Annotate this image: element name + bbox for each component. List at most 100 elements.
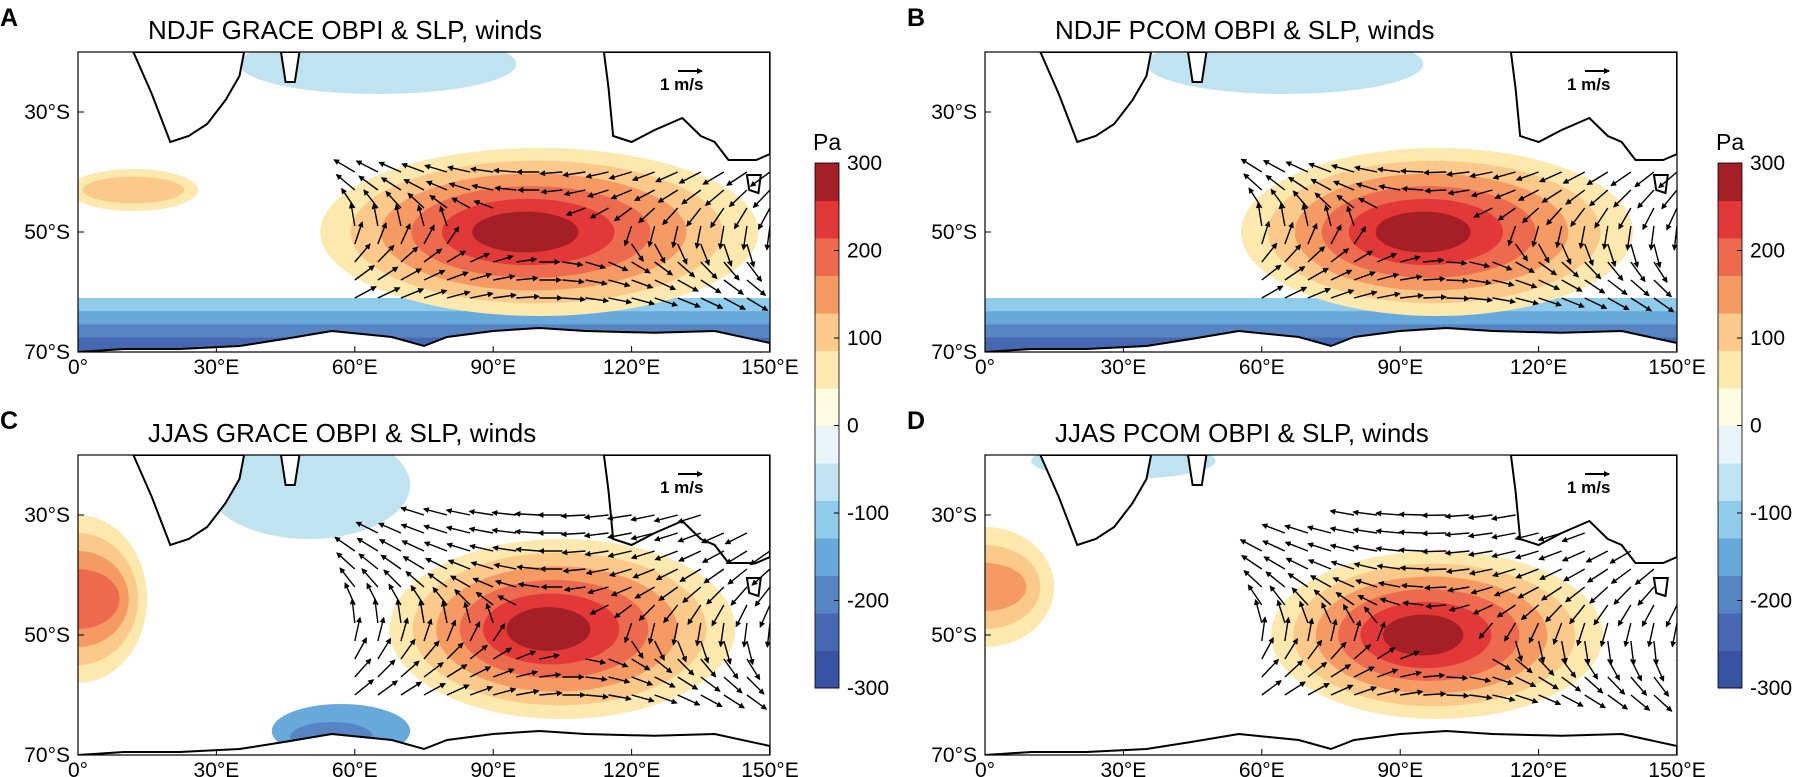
wind-arrow xyxy=(1330,560,1355,570)
wind-arrow xyxy=(671,225,679,249)
wind-arrow xyxy=(671,622,679,646)
wind-arrow xyxy=(631,640,644,659)
wind-arrow xyxy=(1421,548,1447,555)
anomaly-field xyxy=(985,52,1677,352)
wind-arrow xyxy=(1653,243,1662,269)
colorbar-segment xyxy=(815,575,839,614)
wind-arrow xyxy=(706,586,725,605)
wind-arrow xyxy=(1472,604,1493,615)
x-tick-label: 30°E xyxy=(1101,356,1147,379)
wind-arrow xyxy=(377,637,392,660)
wind-arrow xyxy=(400,617,409,642)
x-tick-label: 150°E xyxy=(741,759,798,777)
wind-arrow xyxy=(653,514,678,523)
wind-arrow xyxy=(378,161,402,173)
wind-arrow xyxy=(1284,541,1309,552)
wind-arrow xyxy=(1642,207,1655,231)
wind-arrow xyxy=(1375,510,1401,517)
africa xyxy=(132,455,246,547)
wind-arrow xyxy=(361,568,379,588)
wind-arrow xyxy=(1641,604,1655,627)
wind-arrow xyxy=(1353,271,1376,281)
wind-arrow xyxy=(746,279,767,296)
wind-arrow xyxy=(1400,670,1422,678)
panel-label: A xyxy=(0,4,18,32)
y-tick-label: 30°S xyxy=(931,504,977,527)
wind-arrow xyxy=(1630,694,1651,711)
wind-arrow xyxy=(425,557,448,570)
wind-arrow xyxy=(516,688,540,696)
wind-arrow xyxy=(493,274,516,281)
wind-arrow xyxy=(494,185,517,192)
panel-title: NDJF PCOM OBPI & SLP, winds xyxy=(1055,15,1435,45)
wind-arrow xyxy=(623,225,633,247)
colorbar-segment xyxy=(1718,313,1742,351)
wind-arrow xyxy=(631,676,654,686)
colorbar-tick-label: -200 xyxy=(1750,590,1792,613)
wind-arrow xyxy=(1285,161,1309,173)
wind-arrow xyxy=(1423,257,1445,264)
colorbar-segment xyxy=(815,500,839,539)
reference-vector-label: 1 m/s xyxy=(1567,75,1610,94)
wind-arrow xyxy=(630,550,655,560)
wind-arrow xyxy=(1243,173,1263,191)
wind-arrow xyxy=(769,641,770,645)
wind-arrow xyxy=(1342,603,1355,624)
positive-contour-300 xyxy=(1382,614,1464,656)
wind-arrow xyxy=(589,604,609,615)
wind-arrow xyxy=(1588,189,1609,207)
x-tick-label: 60°E xyxy=(1239,356,1285,379)
wind-arrow xyxy=(449,575,471,588)
wind-arrow xyxy=(354,286,377,299)
wind-arrow xyxy=(445,525,471,534)
wind-arrow xyxy=(349,598,356,624)
wind-arrow xyxy=(1376,668,1399,678)
wind-arrow xyxy=(610,586,632,597)
wind-arrow xyxy=(1421,530,1447,537)
wind-arrow xyxy=(1676,298,1677,299)
colorbar-segment xyxy=(815,463,839,501)
wind-arrow xyxy=(1494,189,1516,200)
wind-arrow xyxy=(654,658,673,674)
wind-arrow xyxy=(1467,514,1493,521)
wind-arrow xyxy=(723,279,744,295)
wind-arrow xyxy=(402,556,425,570)
wind-arrow xyxy=(676,514,702,524)
colorbar-tick-label: 200 xyxy=(1750,240,1785,263)
wind-arrow xyxy=(1676,659,1677,661)
wind-arrow xyxy=(633,189,655,202)
wind-arrow xyxy=(1308,162,1332,173)
wind-arrow xyxy=(701,550,725,563)
wind-arrow xyxy=(1561,676,1582,692)
wind-arrow xyxy=(1658,171,1677,189)
colorbar-1: Pa 300 200 100 0 -100 -200 -300 xyxy=(813,129,889,700)
wind-arrow xyxy=(718,622,725,648)
x-tick-label: 60°E xyxy=(332,356,378,379)
wind-arrow xyxy=(1609,550,1632,564)
wind-arrow xyxy=(355,160,379,173)
wind-arrow xyxy=(678,550,702,562)
wind-arrow xyxy=(1446,295,1471,302)
wind-arrow xyxy=(583,514,609,520)
colorbar-segment xyxy=(1718,613,1742,651)
wind-arrow xyxy=(1531,225,1540,248)
wind-arrow xyxy=(471,183,494,191)
wind-arrow xyxy=(1352,509,1378,516)
wind-arrow xyxy=(585,676,608,682)
wind-arrow xyxy=(1301,203,1309,227)
wind-arrow xyxy=(754,586,770,607)
wind-arrow xyxy=(682,586,702,603)
wind-arrow xyxy=(1593,604,1609,626)
wind-arrow xyxy=(1330,224,1342,245)
wind-arrow xyxy=(728,189,748,208)
reference-vector-label: 1 m/s xyxy=(1567,478,1610,497)
wind-arrow xyxy=(1555,225,1563,249)
wind-arrow xyxy=(446,684,470,696)
wind-arrow xyxy=(1562,171,1586,184)
wind-arrow xyxy=(1444,531,1470,538)
panel-label: D xyxy=(907,407,925,435)
wind-arrow xyxy=(677,676,699,690)
wind-arrow xyxy=(1469,694,1493,701)
wind-arrow xyxy=(1262,159,1286,173)
wind-arrow xyxy=(700,279,722,294)
